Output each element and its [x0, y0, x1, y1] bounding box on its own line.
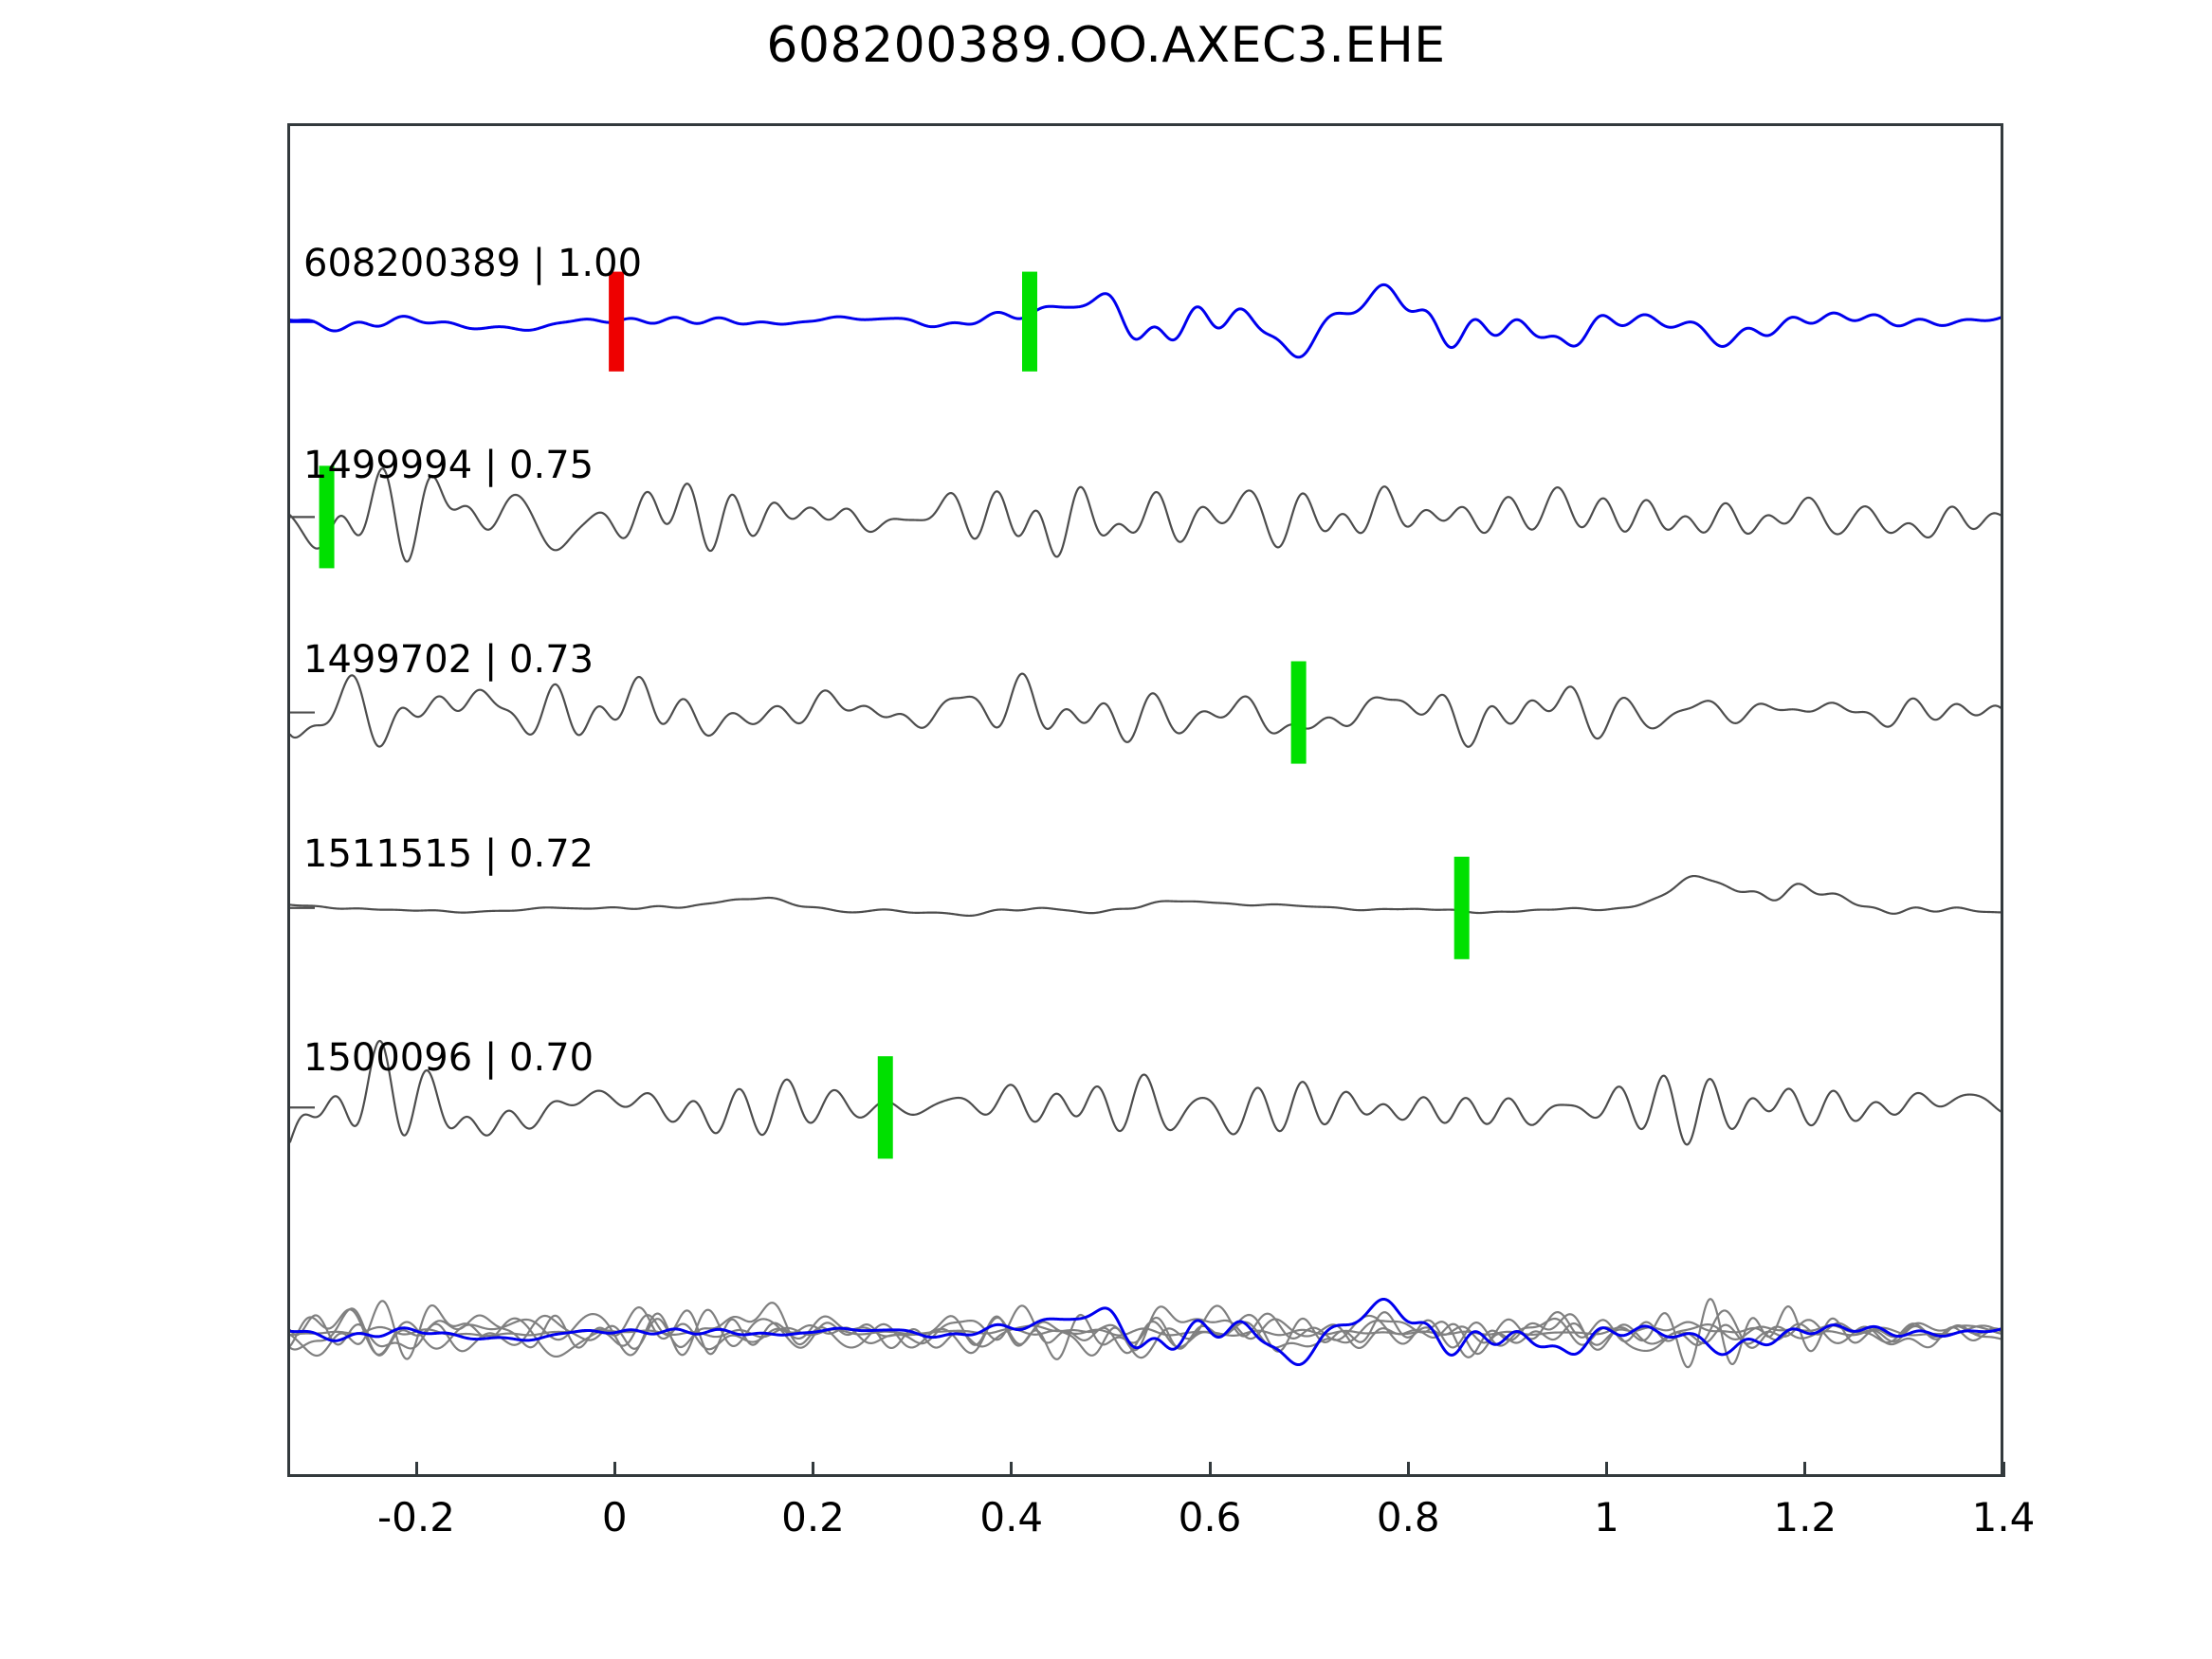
pick-marker-1511515[interactable] — [1453, 856, 1470, 959]
x-tick-label: 0.2 — [781, 1494, 845, 1540]
trace-label-1511515: 1511515 | 0.72 — [303, 832, 594, 876]
x-tick-mark — [612, 1462, 616, 1477]
x-tick-mark — [1406, 1462, 1410, 1477]
x-tick-label: 0 — [601, 1494, 628, 1540]
x-tick-mark — [1605, 1462, 1608, 1477]
waveform-canvas — [290, 271, 2001, 1369]
x-tick-mark — [2002, 1462, 2005, 1477]
waveform-trace-608200389 — [290, 283, 2001, 359]
stack-gray-trace — [290, 1304, 2001, 1358]
waveform-trace-1511515 — [290, 874, 2001, 918]
trace-label-608200389: 608200389 | 1.00 — [303, 242, 643, 285]
page-title: 608200389.OO.AXEC3.EHE — [766, 17, 1446, 74]
x-tick-mark — [414, 1462, 418, 1477]
x-tick-label: 0.6 — [1178, 1494, 1242, 1540]
x-tick-label: -0.2 — [377, 1494, 455, 1540]
stack-gray-trace — [290, 1302, 2001, 1357]
trace-label-1499702: 1499702 | 0.73 — [303, 638, 594, 682]
pick-marker-1499994[interactable] — [319, 465, 335, 569]
trace-label-1499994: 1499994 | 0.75 — [303, 444, 594, 487]
x-tick-label: 1 — [1594, 1494, 1619, 1540]
pick-marker-608200389[interactable] — [1022, 271, 1037, 372]
waveform-trace-1499994 — [290, 467, 2001, 563]
x-tick-label: 0.4 — [979, 1494, 1044, 1540]
pick-marker-1500096[interactable] — [877, 1056, 893, 1159]
stack-blue-template-trace — [290, 1297, 2001, 1367]
x-tick-mark — [1803, 1462, 1807, 1477]
plot-area — [287, 123, 2003, 1477]
x-tick-label: 1.4 — [1971, 1494, 2036, 1540]
origin-marker-608200389[interactable] — [609, 271, 625, 372]
x-tick-label: 1.2 — [1773, 1494, 1837, 1540]
waveform-trace-1499702 — [290, 672, 2001, 748]
x-tick-mark — [1208, 1462, 1212, 1477]
x-tick-label: 0.8 — [1376, 1494, 1440, 1540]
stack-gray-trace — [290, 1304, 2001, 1359]
pick-marker-1499702[interactable] — [1290, 661, 1307, 764]
trace-label-1500096: 1500096 | 0.70 — [303, 1036, 594, 1080]
waveform-trace-1500096 — [290, 1039, 2001, 1146]
x-tick-mark — [812, 1462, 814, 1477]
x-tick-mark — [1010, 1462, 1014, 1477]
